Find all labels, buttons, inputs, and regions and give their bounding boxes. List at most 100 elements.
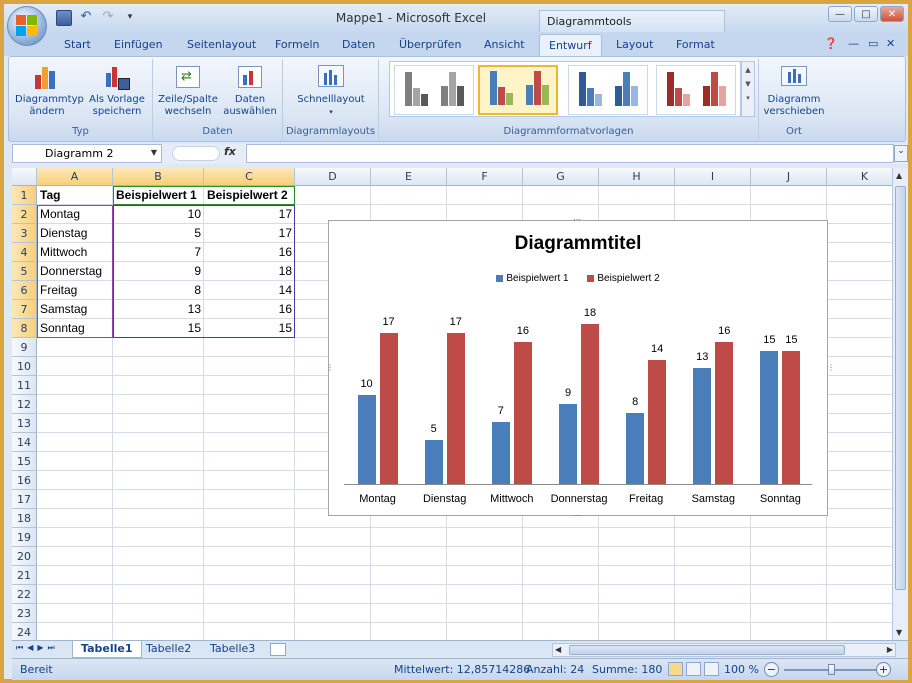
gallery-more-icon[interactable]: ▾ [746, 94, 750, 102]
chart-legend[interactable]: Beispielwert 1 Beispielwert 2 [329, 273, 827, 284]
row-header[interactable]: 9 [12, 338, 37, 357]
data-cell[interactable]: Mittwoch [40, 245, 88, 259]
row-header[interactable]: 16 [12, 471, 37, 490]
gallery-scroll[interactable]: ▲ ▼ ▾ [741, 61, 755, 117]
save-as-template-button[interactable]: Als Vorlage speichern [85, 63, 149, 118]
header-cell[interactable]: Beispielwert 1 [116, 188, 197, 202]
zoom-slider[interactable] [784, 664, 880, 675]
data-cell[interactable]: 10 [187, 207, 201, 221]
tab-seitenlayout[interactable]: Seitenlayout [187, 38, 257, 51]
data-cell[interactable]: 13 [187, 302, 201, 316]
vertical-scroll-thumb[interactable] [895, 186, 906, 590]
chart-bar[interactable] [648, 359, 667, 484]
chart-bar[interactable] [581, 324, 599, 484]
chart-bar[interactable] [446, 332, 465, 484]
tab-start[interactable]: Start [64, 38, 91, 51]
row-header[interactable]: 15 [12, 452, 37, 471]
ribbon-restore-icon[interactable]: ▭ [868, 37, 879, 50]
page-layout-view-icon[interactable] [686, 662, 701, 676]
data-cell[interactable]: 7 [194, 245, 201, 259]
data-cell[interactable]: Montag [40, 207, 81, 221]
sheet-tab-tabelle3[interactable]: Tabelle3 [210, 642, 256, 655]
move-chart-button[interactable]: Diagramm verschieben [761, 63, 827, 118]
vertical-scrollbar[interactable]: ▲ ▼ [892, 168, 908, 640]
header-cell[interactable]: Beispielwert 2 [207, 188, 288, 202]
row-header[interactable]: 18 [12, 509, 37, 528]
formula-input[interactable] [246, 144, 894, 163]
data-cell[interactable]: 18 [278, 264, 292, 278]
select-all-corner[interactable] [12, 168, 37, 186]
column-header[interactable]: K [827, 168, 892, 186]
chart-bar[interactable] [491, 421, 510, 484]
chart-bar[interactable] [693, 368, 712, 484]
sheet-tab-tabelle1[interactable]: Tabelle1 [72, 641, 142, 658]
expand-formula-icon[interactable]: ⌄ [894, 145, 908, 162]
scroll-left-icon[interactable]: ◀ [555, 645, 562, 654]
chart-bar[interactable] [715, 341, 734, 484]
tab-ansicht[interactable]: Ansicht [484, 38, 525, 51]
page-break-view-icon[interactable] [704, 662, 719, 676]
tab-entwurf[interactable]: Entwurf [539, 34, 602, 56]
column-header[interactable]: E [371, 168, 447, 186]
zoom-in-icon[interactable]: + [876, 662, 891, 677]
column-header[interactable]: F [447, 168, 523, 186]
tab-formeln[interactable]: Formeln [275, 38, 320, 51]
data-cell[interactable]: 9 [194, 264, 201, 278]
row-header[interactable]: 24 [12, 623, 37, 640]
column-header[interactable]: B [113, 168, 204, 186]
data-cell[interactable]: 5 [194, 226, 201, 240]
gallery-down-icon[interactable]: ▼ [745, 80, 751, 88]
office-button[interactable] [7, 6, 47, 46]
ribbon-minimize-icon[interactable]: — [848, 37, 859, 50]
chart-title[interactable]: Diagrammtitel [514, 233, 642, 254]
sheet-nav-icons[interactable]: ⏮◀▶⏭ [16, 643, 59, 652]
row-header[interactable]: 7 [12, 300, 37, 319]
scroll-right-icon[interactable]: ▶ [886, 645, 893, 654]
data-cell[interactable]: 15 [278, 321, 292, 335]
chart-bar[interactable] [424, 439, 443, 484]
insert-sheet-icon[interactable] [270, 643, 286, 656]
row-header[interactable]: 11 [12, 376, 37, 395]
sheet-tab-tabelle2[interactable]: Tabelle2 [146, 642, 192, 655]
switch-row-column-button[interactable]: ⇄ Zeile/Spalte wechseln [157, 63, 219, 118]
chart-handle-top[interactable]: ⋯ [573, 215, 581, 224]
row-header[interactable]: 23 [12, 604, 37, 623]
chart-handle-right[interactable]: ⋮ [827, 363, 835, 372]
chart-bar[interactable] [626, 412, 645, 484]
save-icon[interactable] [56, 10, 72, 26]
data-cell[interactable]: 16 [278, 245, 292, 259]
row-header[interactable]: 4 [12, 243, 37, 262]
tab-ueberpruefen[interactable]: Überprüfen [399, 38, 462, 51]
row-header[interactable]: 8 [12, 319, 37, 338]
maximize-icon[interactable]: □ [854, 6, 878, 22]
row-header[interactable]: 14 [12, 433, 37, 452]
undo-icon[interactable]: ↶ [80, 9, 92, 24]
zoom-out-icon[interactable]: − [764, 662, 779, 677]
chart-bar[interactable] [379, 332, 398, 484]
tab-daten[interactable]: Daten [342, 38, 376, 51]
data-cell[interactable]: 14 [278, 283, 292, 297]
row-header[interactable]: 3 [12, 224, 37, 243]
data-cell[interactable]: Freitag [40, 283, 78, 297]
row-header[interactable]: 13 [12, 414, 37, 433]
row-header[interactable]: 21 [12, 566, 37, 585]
normal-view-icon[interactable] [668, 662, 683, 676]
chart-area[interactable]: Diagrammtitel Beispielwert 1 Beispielwer… [326, 215, 835, 520]
customize-qat-icon[interactable]: ▾ [127, 12, 133, 22]
chart-bar[interactable] [357, 395, 376, 484]
chart-style-red[interactable] [656, 65, 736, 115]
tab-einfuegen[interactable]: Einfügen [114, 38, 163, 51]
quick-layout-button[interactable]: Schnelllayout ▾ [287, 63, 375, 118]
chart-handle-bottom[interactable]: ⋯ [573, 511, 581, 520]
row-header[interactable]: 10 [12, 357, 37, 376]
data-cell[interactable]: 8 [194, 283, 201, 297]
row-header[interactable]: 1 [12, 186, 37, 205]
row-header[interactable]: 5 [12, 262, 37, 281]
data-cell[interactable]: Samstag [40, 302, 88, 316]
chart-style-multicolor[interactable] [478, 65, 558, 115]
column-header[interactable]: I [675, 168, 751, 186]
redo-icon[interactable]: ↷ [102, 9, 114, 24]
row-header[interactable]: 6 [12, 281, 37, 300]
insert-function-icon[interactable]: fx [224, 145, 236, 158]
column-header[interactable]: D [295, 168, 371, 186]
